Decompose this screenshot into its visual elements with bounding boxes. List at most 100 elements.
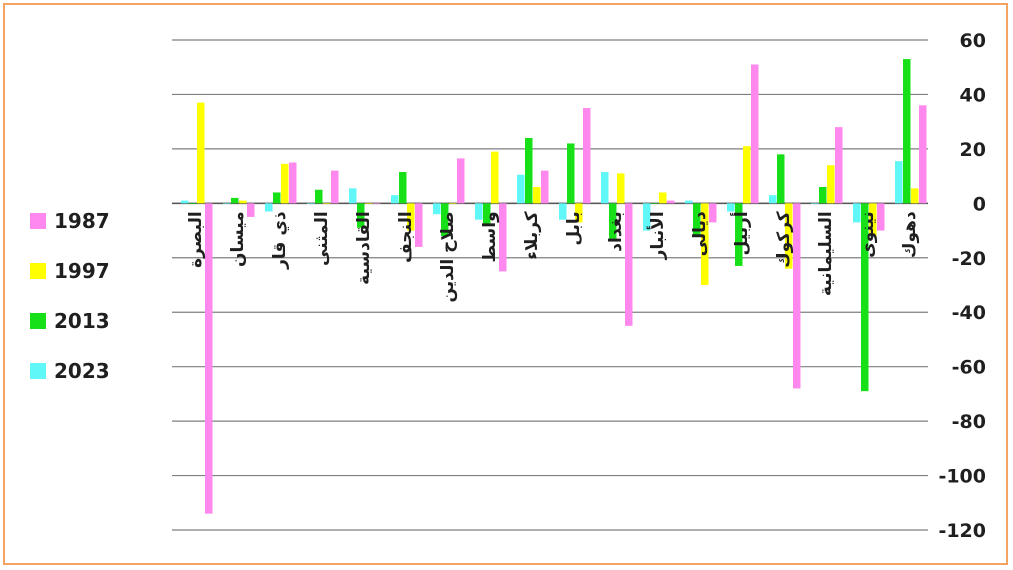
bar-2023 <box>727 203 735 212</box>
bar-2013 <box>441 203 449 236</box>
bar-2013 <box>777 154 785 204</box>
bar-1987 <box>331 170 339 204</box>
bar-2013 <box>861 203 869 392</box>
bar-2023 <box>391 195 399 204</box>
bar-1987 <box>877 203 885 231</box>
bar-2013 <box>315 189 323 204</box>
y-tick-label: -60 <box>952 357 986 379</box>
bar-1997 <box>407 203 415 231</box>
bar-2023 <box>601 172 609 204</box>
legend-swatch <box>30 213 46 229</box>
bar-2023 <box>475 203 483 220</box>
bar-2013 <box>525 138 533 204</box>
bar-2023 <box>433 203 441 215</box>
y-tick-label: -80 <box>952 411 986 433</box>
bar-2023 <box>223 203 231 204</box>
bar-1987 <box>415 203 423 247</box>
legend-label: 1987 <box>54 209 110 233</box>
bar-2013 <box>693 203 701 236</box>
bar-2013 <box>735 203 743 266</box>
bar-1997 <box>365 203 373 204</box>
category-label: الأنبار <box>647 211 668 260</box>
bar-1997 <box>197 102 205 204</box>
legend-item-2013: 2013 <box>30 296 150 346</box>
legend-item-1987: 1987 <box>30 196 150 246</box>
bar-1997 <box>701 203 709 285</box>
y-tick-label: 60 <box>960 30 986 52</box>
category-label: السليمانية <box>816 211 836 296</box>
bar-2013 <box>189 203 197 204</box>
bar-2013 <box>483 203 491 226</box>
category-label: أربيل <box>730 211 752 255</box>
bar-2023 <box>307 203 315 204</box>
bar-1987 <box>835 127 843 204</box>
bar-2013 <box>609 203 617 239</box>
bar-1987 <box>247 203 255 217</box>
bar-1987 <box>751 64 759 204</box>
legend: 1987 1997 2013 2023 <box>30 196 150 396</box>
bar-2013 <box>819 187 827 204</box>
bar-1987 <box>205 203 213 514</box>
bar-1997 <box>281 163 289 204</box>
gridlines <box>172 39 928 531</box>
category-label: كركوك <box>774 211 794 268</box>
bar-1997 <box>449 203 457 204</box>
legend-label: 2023 <box>54 359 110 383</box>
y-tick-label: 40 <box>960 84 986 106</box>
bar-1987 <box>541 170 549 204</box>
y-tick-label: -120 <box>938 520 986 542</box>
bar-2023 <box>559 203 567 220</box>
bar-1987 <box>919 105 927 204</box>
category-label: النجف <box>396 211 416 263</box>
bar-2023 <box>265 203 273 212</box>
category-labels: البصرة ميسان ذي قار المثنى القادسية النجف صلاح… <box>186 211 920 302</box>
bar-1997 <box>827 165 835 204</box>
bar-2013 <box>273 192 281 204</box>
y-tick-label: -100 <box>938 466 986 488</box>
bar-1987 <box>625 203 633 326</box>
bar-1987 <box>499 203 507 272</box>
bar-1997 <box>323 203 331 204</box>
legend-swatch <box>30 363 46 379</box>
y-tick-label: 0 <box>973 193 986 215</box>
category-label: القادسية <box>354 211 374 285</box>
bar-1987 <box>667 200 675 204</box>
chart-frame <box>3 3 1008 565</box>
bar-2023 <box>517 174 525 204</box>
bar-2023 <box>685 200 693 204</box>
y-tick-label: 20 <box>960 139 986 161</box>
legend-label: 2013 <box>54 309 110 333</box>
bar-2023 <box>349 188 357 204</box>
legend-label: 1997 <box>54 259 110 283</box>
bar-1997 <box>533 187 541 204</box>
bar-1997 <box>575 203 583 223</box>
bar-2023 <box>769 195 777 204</box>
category-label: واسط <box>480 211 500 262</box>
category-label: دهوك <box>900 211 920 258</box>
bar-1997 <box>491 151 499 204</box>
bar-1987 <box>373 203 381 204</box>
y-axis: 60 40 20 0 -20 -40 -60 -80 -100 -120 <box>938 30 986 542</box>
category-label: ديالى <box>690 211 710 256</box>
bar-2013 <box>399 172 407 204</box>
category-label: بابل <box>564 211 584 245</box>
bar-1997 <box>659 192 667 204</box>
bar-2013 <box>651 203 659 204</box>
category-label: البصرة <box>186 211 206 268</box>
bar-2023 <box>895 161 903 204</box>
bar-1997 <box>785 203 793 269</box>
bar-1997 <box>743 146 751 204</box>
bar-2023 <box>811 203 819 204</box>
bar-1987 <box>793 203 801 389</box>
legend-swatch <box>30 313 46 329</box>
bar-2023 <box>643 203 651 231</box>
bar-2023 <box>181 200 189 204</box>
category-label: نينوى <box>858 211 878 258</box>
category-label: ميسان <box>228 211 248 267</box>
bar-1997 <box>911 188 919 204</box>
y-tick-label: -20 <box>952 248 986 270</box>
category-label: المثنى <box>312 211 332 266</box>
bar-2013 <box>357 203 365 228</box>
category-label: ذي قار <box>270 211 290 270</box>
